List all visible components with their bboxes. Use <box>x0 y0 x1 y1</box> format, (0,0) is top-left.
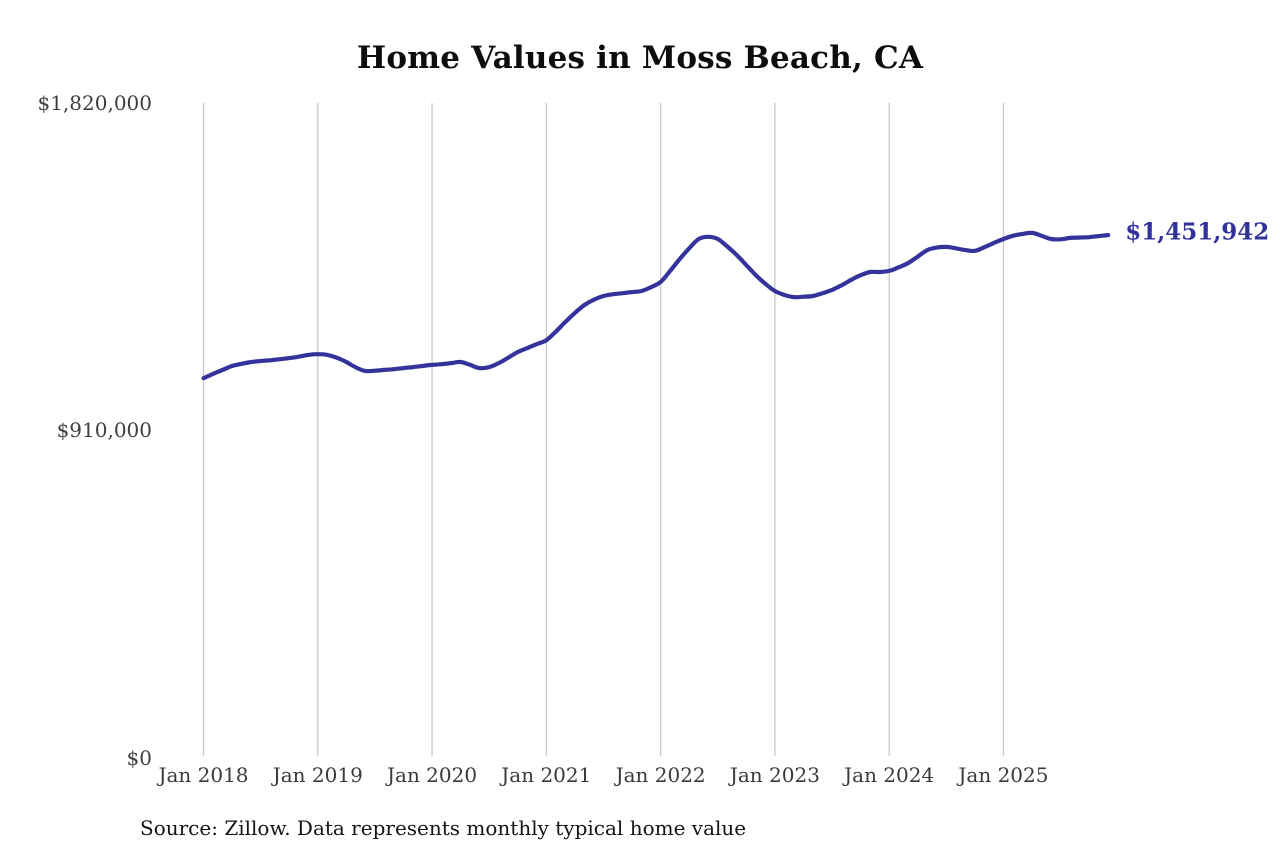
x-tick-label: Jan 2024 <box>844 763 935 787</box>
source-note: Source: Zillow. Data represents monthly … <box>140 816 747 840</box>
home-value-line <box>201 230 1111 381</box>
x-tick-label: Jan 2022 <box>615 763 706 787</box>
end-value-label: $1,451,942 <box>1125 218 1270 246</box>
x-tick-label: Jan 2018 <box>158 763 249 787</box>
x-tick-label: Jan 2020 <box>387 763 478 787</box>
x-tick-label: Jan 2019 <box>272 763 363 787</box>
x-tick-label: Jan 2021 <box>501 763 592 787</box>
chart-title: Home Values in Moss Beach, CA <box>356 40 924 76</box>
y-tick-label: $910,000 <box>56 417 152 442</box>
y-tick-label: $0 <box>126 746 152 770</box>
gridline-group <box>202 103 1005 756</box>
x-tick-label: Jan 2023 <box>729 763 820 787</box>
y-tick-label: $1,820,000 <box>37 91 152 115</box>
x-tick-label: Jan 2025 <box>958 763 1049 787</box>
